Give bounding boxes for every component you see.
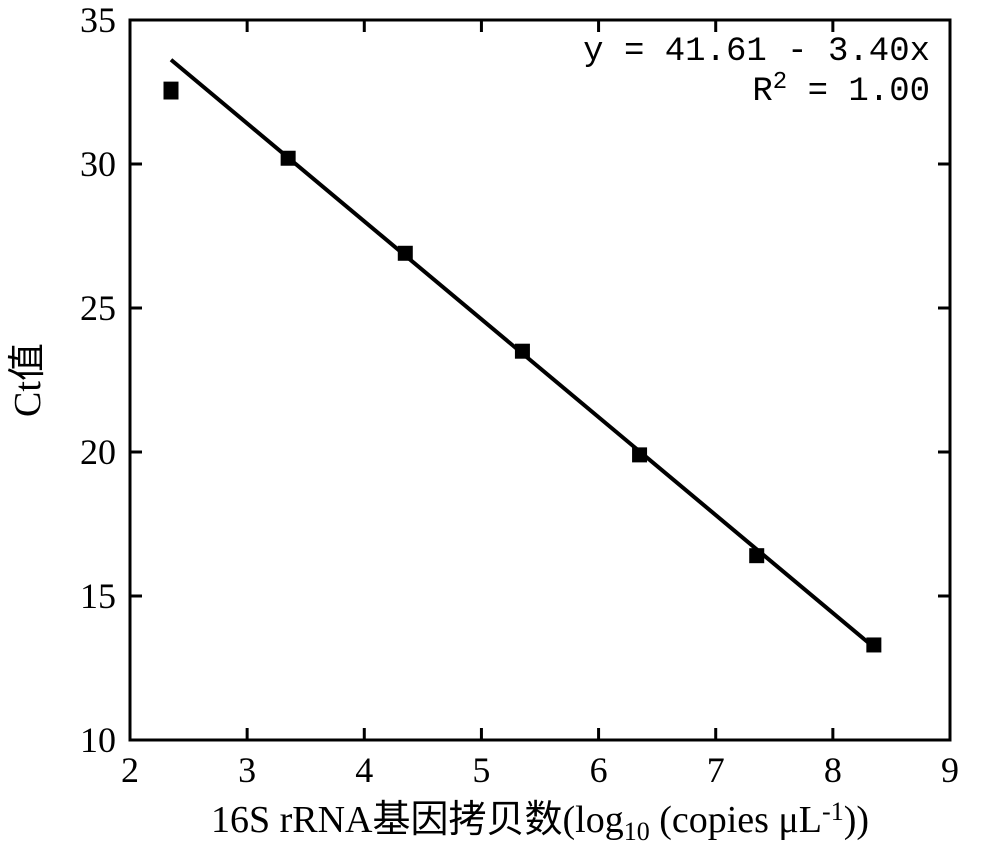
y-tick-label: 30 <box>80 144 116 184</box>
data-marker <box>867 638 881 652</box>
chart-svg: 2 3 4 5 6 7 8 9 10 15 20 25 30 35 Ct值 16S rRNA基因拷贝数(log… <box>0 0 1000 856</box>
x-tick-label: 6 <box>590 750 608 790</box>
data-marker <box>164 82 178 96</box>
equation-line1: y = 41.61 - 3.40x <box>583 33 930 71</box>
y-tick-label: 35 <box>80 0 116 40</box>
data-marker <box>281 151 295 165</box>
data-marker <box>515 344 529 358</box>
x-tick-label: 4 <box>355 750 373 790</box>
y-tick-label: 25 <box>80 288 116 328</box>
data-marker <box>633 448 647 462</box>
y-tick-label: 20 <box>80 432 116 472</box>
y-tick-label: 10 <box>80 720 116 760</box>
y-tick-label: 15 <box>80 576 116 616</box>
x-tick-label: 5 <box>472 750 490 790</box>
x-tick-label: 7 <box>707 750 725 790</box>
data-marker <box>398 246 412 260</box>
x-axis-label: 16S rRNA基因拷贝数(log10 (copies μL-1)) <box>211 797 869 846</box>
y-axis-label: Ct值 <box>7 343 49 417</box>
x-tick-label: 8 <box>824 750 842 790</box>
chart-container: 2 3 4 5 6 7 8 9 10 15 20 25 30 35 Ct值 16S rRNA基因拷贝数(log… <box>0 0 1000 856</box>
x-tick-label: 9 <box>941 750 959 790</box>
equation-line2: R2 = 1.00 <box>752 69 930 111</box>
data-marker <box>750 549 764 563</box>
x-tick-label: 2 <box>121 750 139 790</box>
x-tick-label: 3 <box>238 750 256 790</box>
